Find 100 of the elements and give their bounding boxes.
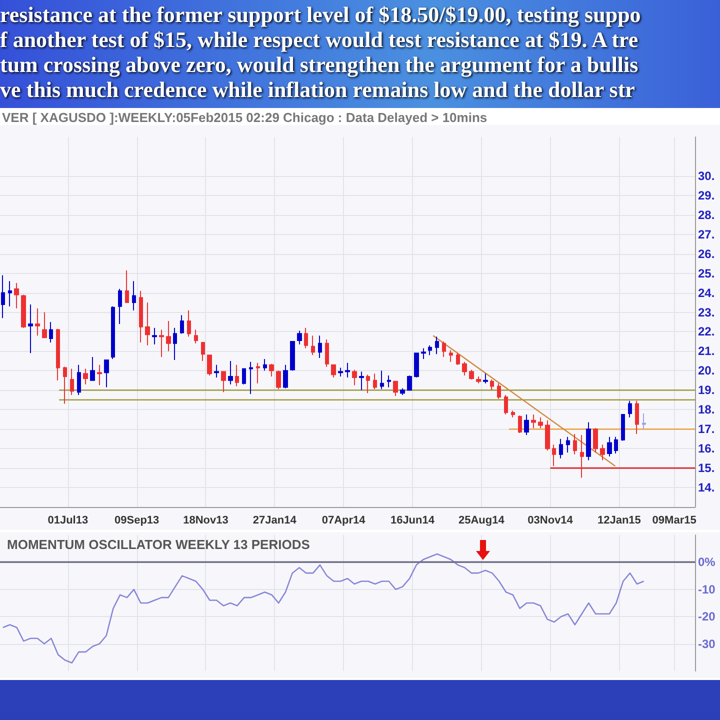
candlestick [256,362,260,384]
candlestick [642,413,646,430]
candlestick [586,422,591,461]
y-tick-label: 29. [698,188,715,202]
candlestick [435,336,439,355]
candlestick [449,350,453,362]
candlestick [359,371,364,391]
candlestick [345,362,350,378]
candlestick [531,414,536,429]
candlestick [593,428,598,453]
candlestick [476,376,481,384]
candlestick [283,364,288,389]
candlestick [35,308,40,336]
y-tick-label: 19. [698,383,715,398]
candlestick [304,327,308,349]
y-tick-label: -30 [698,636,716,651]
candlestick [83,368,88,385]
candlestick [228,360,233,385]
candlestick [566,436,570,453]
candlestick [524,414,529,436]
text: tum crossing above zero, would strengthen the argument for a bullis [0,52,640,77]
candlestick [442,340,446,358]
y-tick-label: 21. [698,344,715,358]
text: f another test of $15, while respect would test resistance at $19. A tre [0,27,640,52]
candlestick [180,314,184,334]
y-tick-label: 22. [698,324,715,339]
y-tick-label: 0% [698,555,716,570]
candlestick [276,370,281,390]
y-tick-label: 18. [698,402,715,417]
candlestick [607,436,612,457]
y-tick-label: 16. [698,442,715,456]
text: ve this much credence while inflation remains low and the dollar str [0,77,636,102]
y-tick-label: 23. [698,305,715,320]
candlestick [387,375,391,388]
candlestick [263,358,267,372]
y-tick-label: -10 [698,582,716,596]
candlestick [373,373,377,390]
candlestick [635,400,639,434]
candlestick [421,348,426,360]
candlestick [621,414,625,442]
candlestick [518,414,522,434]
candlestick [97,364,102,386]
y-tick-label: 25. [698,266,715,280]
candlestick [1,274,5,319]
candlestick [469,369,474,380]
candlestick [14,282,19,309]
candlestick [545,420,550,452]
candlestick [221,371,226,393]
y-tick-label: 15. [698,461,715,476]
candlestick [318,335,322,359]
x-tick-label: 12Jan15 [597,514,641,526]
candlestick [8,280,12,307]
y-tick-label: 17. [698,422,715,436]
candlestick [28,304,33,354]
x-tick-label: 01Jul13 [48,514,88,526]
chart-subtitle: VER [ XAGUSDO ]:WEEKLY:05Feb2015 02:29 Chicago : Data Delayed > 10mins [2,110,488,125]
candlestick [125,270,129,304]
x-tick-label: 27Jan14 [252,514,298,526]
candlestick [159,329,164,358]
candlestick [290,340,295,372]
candlestick [70,368,74,396]
y-tick-label: -20 [698,610,716,624]
candlestick [152,327,157,345]
candlestick [21,294,26,328]
candlestick [49,322,53,343]
candlestick [118,288,122,324]
candlestick [269,363,274,378]
candlestick [104,359,109,388]
candlestick [614,436,618,454]
candlestick [600,444,605,461]
candlestick [145,302,150,346]
candlestick [173,327,177,360]
x-tick-label: 18Nov13 [183,514,228,526]
candlestick [297,330,302,345]
y-tick-label: 26. [698,246,715,261]
y-tick-label: 30. [698,168,715,183]
x-tick-label: 09Mar15 [652,514,696,526]
candlestick [490,378,494,391]
y-tick-label: 20. [698,364,715,378]
candlestick [207,354,212,376]
candlestick [166,320,171,352]
candlestick [628,400,632,418]
candlestick [511,410,515,418]
candlestick [352,369,357,386]
candlestick [42,312,47,338]
candlestick [393,380,398,396]
candlestick [338,367,343,378]
candlestick [504,394,508,415]
candlestick [187,310,191,338]
candlestick [552,444,556,467]
text: resistance at the former support level of $18.50/$19.00, testing suppo [0,2,642,27]
x-tick-label: 09Sep13 [114,514,160,526]
y-tick-label: 14. [698,480,715,495]
candlestick [407,375,412,392]
candlestick [214,364,219,378]
candlestick [56,328,60,381]
x-tick-label: 16Jun14 [390,514,436,526]
candlestick [235,364,239,387]
chart-title: MOMENTUM OSCILLATOR WEEKLY 13 PERIODS [7,537,310,552]
candlestick [483,373,488,384]
